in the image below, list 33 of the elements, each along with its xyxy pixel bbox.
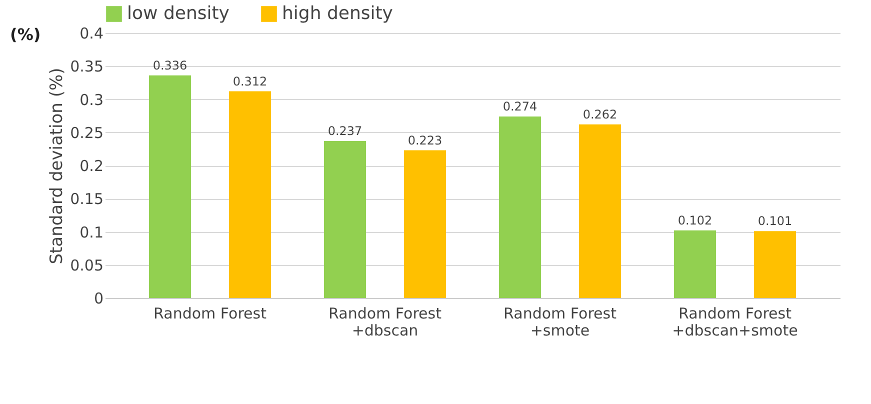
y-tick-label: 0.05 [70,256,104,274]
bar [499,116,541,298]
data-label: 0.262 [582,107,618,122]
bar [754,231,796,298]
data-label: 0.312 [232,74,268,88]
bar [674,230,716,298]
bar [149,75,191,298]
y-tick-label: 0.25 [70,124,104,142]
y-tick-label: 0.35 [70,58,104,76]
x-tick-label: Random Forest [154,304,267,322]
x-tick-label: Random Forest +smote [504,304,617,340]
x-tick-label: Random Forest +dbscan+smote [672,304,798,340]
y-tick-label: 0.4 [80,24,104,42]
data-label: 0.237 [328,124,362,138]
data-label: 0.101 [758,214,792,228]
data-label: 0.336 [152,58,188,72]
bar [579,124,621,298]
legend-label: high density [282,3,394,24]
y-tick-label: 0.1 [80,223,104,242]
bar [324,140,366,298]
legend-label: low density [127,3,230,24]
x-tick-label: Random Forest +dbscan [328,304,442,340]
y-tick-label: 0.2 [80,157,104,175]
y-tick-label: 0 [94,290,104,308]
data-label: 0.223 [408,133,442,148]
bar [229,91,271,298]
y-axis-title: Standard deviation (%) [47,68,68,264]
data-label: 0.274 [502,99,538,114]
y-tick-label: 0.15 [70,190,104,208]
text: (%) [10,25,41,44]
y-tick-label: 0.3 [80,90,104,109]
data-label: 0.102 [678,213,712,228]
bar [404,150,446,298]
